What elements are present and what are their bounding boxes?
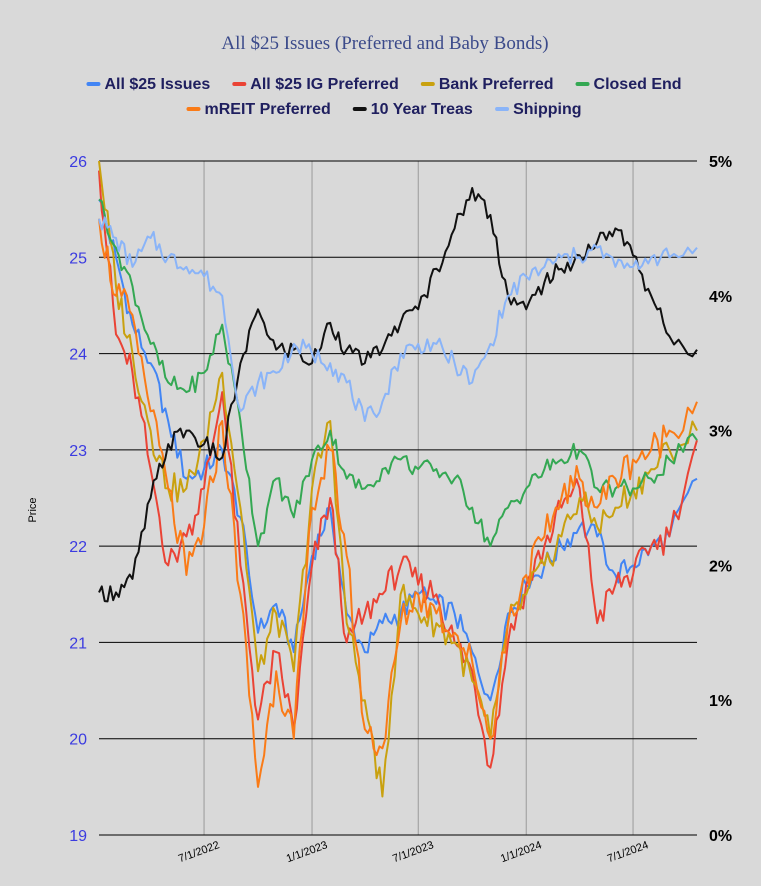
legend-label-closed-end: Closed End xyxy=(594,76,682,93)
y-axis-label: Price xyxy=(27,497,39,522)
series-line-10-year-treas xyxy=(98,187,698,603)
y2-tick-label-1: 1% xyxy=(709,693,732,710)
series-layer xyxy=(98,160,698,798)
series-line-all-25-issues xyxy=(98,198,698,702)
series-line-closed-end xyxy=(98,198,698,548)
y2-tick-label-5: 5% xyxy=(709,154,732,171)
series-line-bank-preferred xyxy=(98,160,698,798)
y2-tick-label-0: 0% xyxy=(709,828,732,845)
series-line-all-25-ig-preferred xyxy=(98,170,698,769)
y-tick-label-4: 23 xyxy=(69,443,87,460)
y-tick-label-2: 21 xyxy=(69,635,87,652)
y2-tick-label-4: 4% xyxy=(709,289,732,306)
legend-label-all-25-issues: All $25 Issues xyxy=(104,76,210,93)
y2-tick-label-2: 2% xyxy=(709,558,732,575)
y-tick-label-3: 22 xyxy=(69,539,87,556)
legend-label-bank-preferred: Bank Preferred xyxy=(439,76,554,93)
y-tick-label-7: 26 xyxy=(69,154,87,171)
series-line-mreit-preferred xyxy=(98,218,698,788)
y2-tick-label-3: 3% xyxy=(709,424,732,441)
y-tick-label-5: 24 xyxy=(69,347,87,364)
series-line-shipping xyxy=(98,216,698,422)
y-tick-label-0: 19 xyxy=(69,828,87,845)
legend: All $25 Issues All $25 IG Preferred Bank P… xyxy=(86,76,682,118)
y-tick-label-1: 20 xyxy=(69,732,87,749)
legend-label-shipping: Shipping xyxy=(513,101,581,118)
chart-title: All $25 Issues (Preferred and Baby Bonds… xyxy=(221,33,548,54)
legend-label-all-25-ig-preferred: All $25 IG Preferred xyxy=(250,76,399,93)
legend-label-mreit-preferred: mREIT Preferred xyxy=(204,101,330,118)
legend-label-10-year-treas: 10 Year Treas xyxy=(371,101,473,118)
y-tick-label-6: 25 xyxy=(69,250,87,267)
